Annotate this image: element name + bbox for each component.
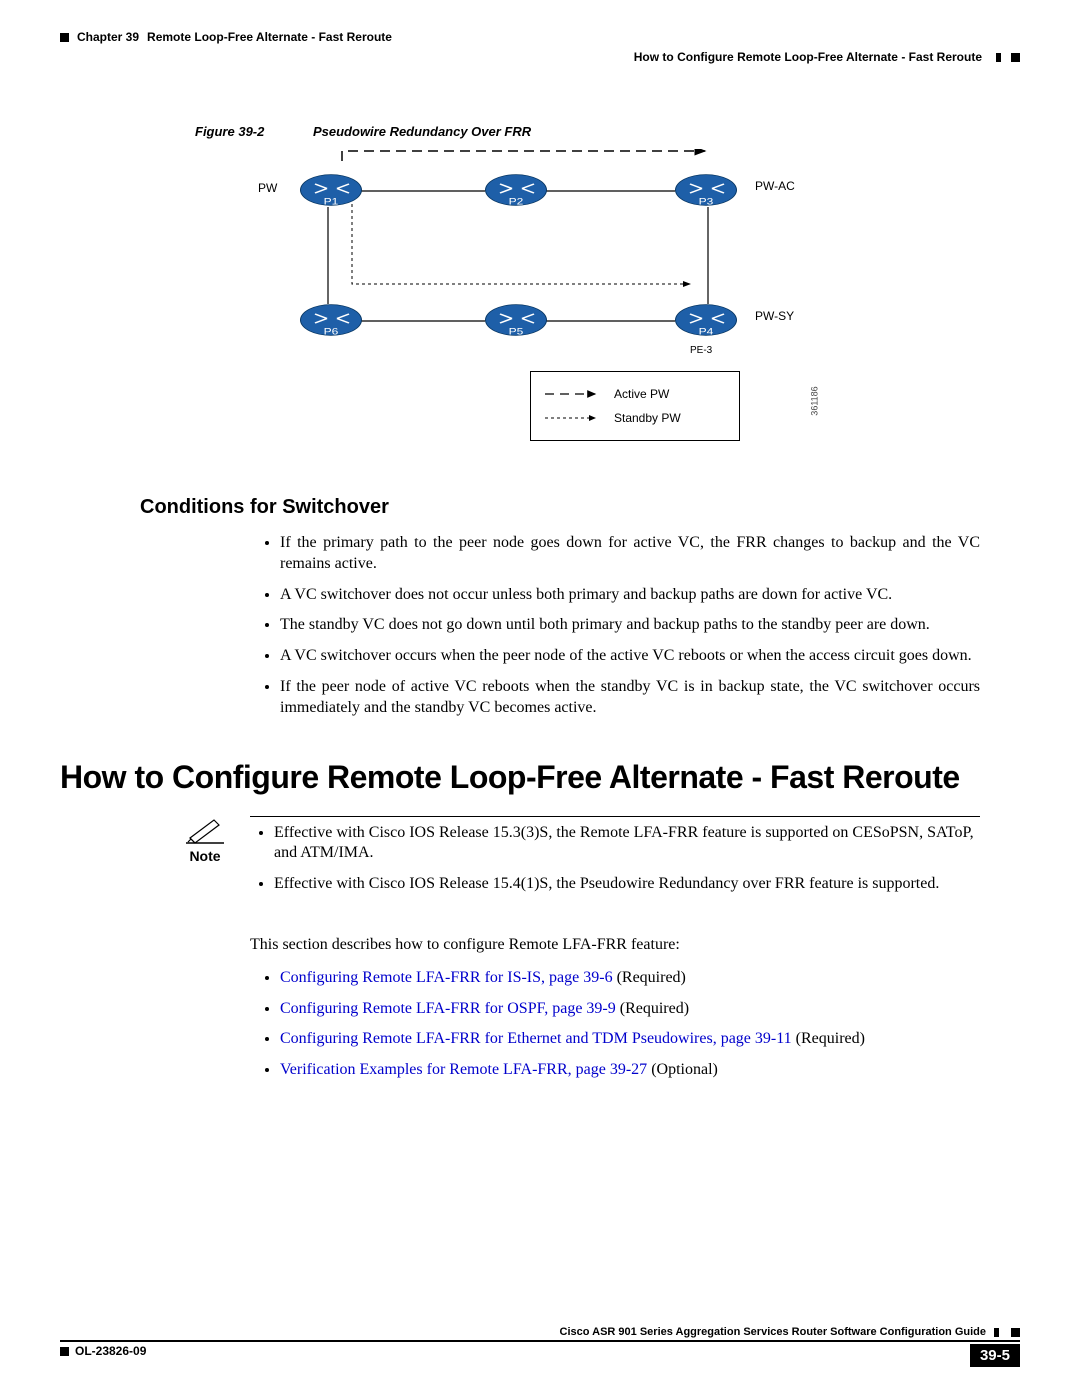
note-block: Note Effective with Cisco IOS Release 15… <box>180 816 980 905</box>
router-p4: P4 <box>675 304 737 336</box>
router-arrows-icon <box>492 308 542 328</box>
config-link-item: Configuring Remote LFA-FRR for Ethernet … <box>280 1029 980 1050</box>
router-p2-label: P2 <box>509 196 524 207</box>
footer-marker-half <box>994 1328 1003 1337</box>
main-heading: How to Configure Remote Loop-Free Altern… <box>60 759 1020 796</box>
link-suffix: (Optional) <box>647 1061 718 1078</box>
note-bullet: Effective with Cisco IOS Release 15.4(1)… <box>274 874 980 895</box>
switchover-bullet: A VC switchover occurs when the peer nod… <box>280 646 980 667</box>
config-link[interactable]: Verification Examples for Remote LFA-FRR… <box>280 1061 647 1078</box>
router-p4-label: P4 <box>699 326 714 337</box>
header-marker-solid <box>1011 53 1020 62</box>
note-content: Effective with Cisco IOS Release 15.3(3)… <box>250 816 980 905</box>
config-link[interactable]: Configuring Remote LFA-FRR for Ethernet … <box>280 1030 792 1047</box>
note-icon-column: Note <box>180 816 230 905</box>
config-link-item: Verification Examples for Remote LFA-FRR… <box>280 1060 980 1081</box>
label-pw: PW <box>258 181 277 195</box>
diagram-container: P1 P2 P3 P6 P5 P4 PW PW-AC PW-SY PE-3 <box>260 149 1020 441</box>
link-suffix: (Required) <box>792 1030 865 1047</box>
footer-guide-row: Cisco ASR 901 Series Aggregation Service… <box>60 1326 1020 1342</box>
router-arrows-icon <box>307 178 357 198</box>
config-link[interactable]: Configuring Remote LFA-FRR for OSPF, pag… <box>280 1000 616 1017</box>
footer-bottom-row: OL-23826-09 39-5 <box>60 1344 1020 1367</box>
router-arrows-icon <box>682 308 732 328</box>
label-pwac: PW-AC <box>755 179 795 193</box>
footer-doc-id: OL-23826-09 <box>75 1344 146 1358</box>
router-arrows-icon <box>682 178 732 198</box>
section-heading-switchover: Conditions for Switchover <box>140 496 1020 519</box>
config-link-item: Configuring Remote LFA-FRR for IS-IS, pa… <box>280 968 980 989</box>
legend-row-active: Active PW <box>545 382 725 406</box>
footer-guide-title: Cisco ASR 901 Series Aggregation Service… <box>560 1326 986 1338</box>
legend-active-label: Active PW <box>614 387 669 401</box>
breadcrumb: How to Configure Remote Loop-Free Altern… <box>634 50 982 64</box>
legend-active-line-icon <box>545 389 600 399</box>
page-footer: Cisco ASR 901 Series Aggregation Service… <box>60 1326 1020 1367</box>
network-diagram: P1 P2 P3 P6 P5 P4 PW PW-AC PW-SY PE-3 <box>260 149 820 359</box>
router-p2: P2 <box>485 174 547 206</box>
link-suffix: (Required) <box>616 1000 689 1017</box>
header-marker-half <box>992 53 1001 62</box>
router-p3: P3 <box>675 174 737 206</box>
switchover-bullet: If the peer node of active VC reboots wh… <box>280 677 980 719</box>
legend-row-standby: Standby PW <box>545 406 725 430</box>
router-p1-label: P1 <box>324 196 339 207</box>
router-p1: P1 <box>300 174 362 206</box>
chapter-label: Chapter 39 <box>77 30 139 44</box>
router-arrows-icon <box>307 308 357 328</box>
header-breadcrumb-row: How to Configure Remote Loop-Free Altern… <box>60 50 1020 64</box>
label-pwsy: PW-SY <box>755 309 794 323</box>
diagram-id: 361186 <box>810 386 820 415</box>
page-header: Chapter 39 Remote Loop-Free Alternate - … <box>60 30 1020 44</box>
figure-caption: Figure 39-2 Pseudowire Redundancy Over F… <box>195 124 1020 139</box>
switchover-bullet: If the primary path to the peer node goe… <box>280 533 980 575</box>
header-marker <box>60 33 69 42</box>
router-p6: P6 <box>300 304 362 336</box>
footer-doc-id-group: OL-23826-09 <box>60 1344 146 1358</box>
footer-marker <box>60 1347 69 1356</box>
router-p5: P5 <box>485 304 547 336</box>
note-label: Note <box>180 848 230 864</box>
page-number: 39-5 <box>970 1344 1020 1367</box>
diagram-legend: Active PW Standby PW <box>530 371 740 441</box>
config-link-item: Configuring Remote LFA-FRR for OSPF, pag… <box>280 999 980 1020</box>
link-suffix: (Required) <box>613 969 686 986</box>
pencil-note-icon <box>186 816 224 844</box>
figure-number: Figure 39-2 <box>195 124 264 139</box>
config-link[interactable]: Configuring Remote LFA-FRR for IS-IS, pa… <box>280 969 613 986</box>
router-p6-label: P6 <box>324 326 339 337</box>
figure-title: Pseudowire Redundancy Over FRR <box>313 124 531 139</box>
label-pe3: PE-3 <box>690 345 712 356</box>
footer-marker-solid <box>1011 1328 1020 1337</box>
note-bullet: Effective with Cisco IOS Release 15.3(3)… <box>274 823 980 865</box>
router-p5-label: P5 <box>509 326 524 337</box>
chapter-title: Remote Loop-Free Alternate - Fast Rerout… <box>147 30 392 44</box>
switchover-bullet: The standby VC does not go down until bo… <box>280 615 980 636</box>
switchover-bullet: A VC switchover does not occur unless bo… <box>280 585 980 606</box>
switchover-bullets: If the primary path to the peer node goe… <box>280 533 980 719</box>
router-p3-label: P3 <box>699 196 714 207</box>
header-left: Chapter 39 Remote Loop-Free Alternate - … <box>60 30 392 44</box>
config-link-list: Configuring Remote LFA-FRR for IS-IS, pa… <box>280 968 980 1081</box>
intro-paragraph: This section describes how to configure … <box>250 935 980 956</box>
legend-standby-label: Standby PW <box>614 411 681 425</box>
router-arrows-icon <box>492 178 542 198</box>
legend-standby-line-icon <box>545 413 600 423</box>
